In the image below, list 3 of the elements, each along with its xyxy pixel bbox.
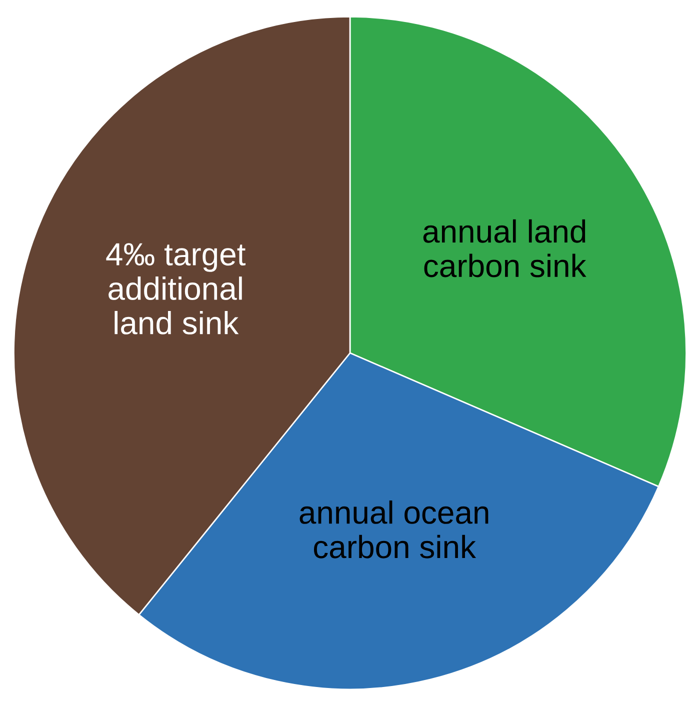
slice-label: annual land carbon sink [423, 219, 586, 278]
slice-label: 4‰ target additional land sink [106, 243, 246, 334]
slice-label: annual ocean carbon sink [300, 500, 488, 558]
